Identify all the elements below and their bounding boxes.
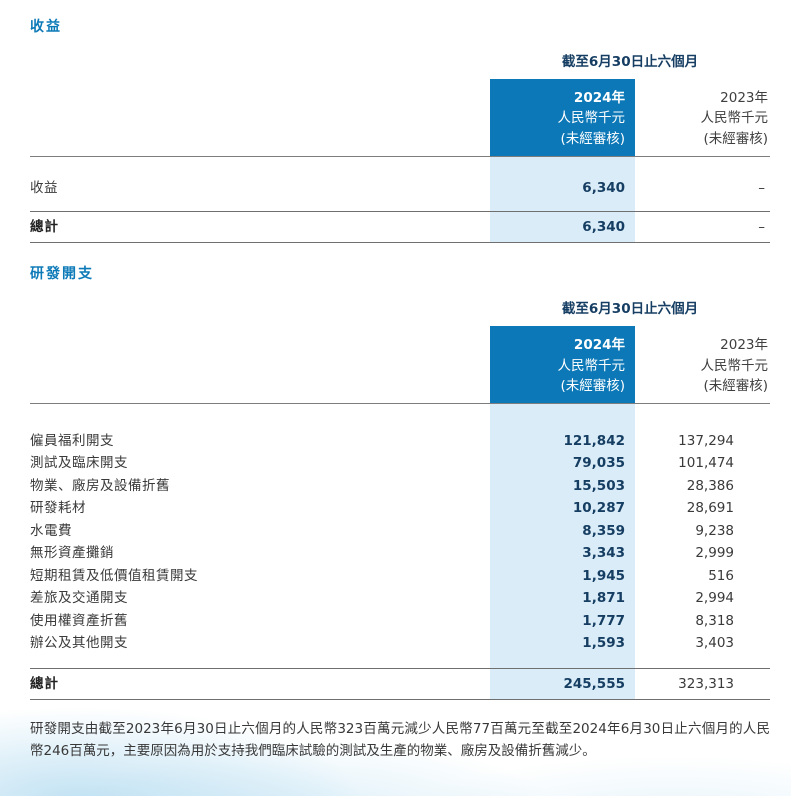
footnote-paragraph: 研發開支由截至2023年6月30日止六個月的人民幣323百萬元減少人民幣77百萬…: [30, 721, 770, 760]
period-header: 截至6月30日止六個月: [561, 54, 699, 70]
value-2023-cell: –: [758, 180, 765, 197]
row-label: 研發耗材: [30, 500, 86, 516]
spacer: [490, 155, 635, 177]
spacer: [635, 403, 770, 429]
value-2023-cell: 28,691: [686, 500, 734, 516]
section-title-revenue: 收益: [30, 19, 62, 35]
value-2024-cell: 79,035: [490, 451, 635, 474]
row-label: 短期租賃及低價值租賃開支: [30, 567, 198, 584]
value-2023-cell: 101,474: [678, 455, 734, 471]
total-value-2023: 323,313: [635, 668, 770, 700]
value-2024-cell: 3,343: [490, 541, 635, 564]
total-label: 總計: [30, 211, 490, 244]
value-2024-cell: 121,842: [490, 429, 635, 452]
total-value-2024: 6,340: [490, 211, 635, 244]
spacer: [30, 155, 490, 177]
spacer: [490, 403, 635, 429]
value-2024-cell: 1,777: [490, 609, 635, 632]
rnd-table: 2024年 人民幣千元 (未經審核) 2023年 人民幣千元 (未經審核) 僱員…: [30, 326, 770, 700]
value-2023-cell: 2,999: [695, 545, 734, 561]
col-2024-header: 2024年 人民幣千元 (未經審核): [490, 79, 635, 156]
row-label: 測試及臨床開支: [30, 455, 128, 471]
spacer: [30, 403, 490, 429]
header-year-2024: 2024年: [573, 337, 625, 354]
row-label: 物業、廠房及設備折舊: [30, 477, 170, 494]
value-2024-cell: 1,945: [490, 564, 635, 587]
spacer: [30, 199, 490, 211]
header-currency-2024: 人民幣千元: [557, 110, 626, 127]
row-label: 僱員福利開支: [30, 432, 114, 449]
value-2023-cell: 137,294: [678, 432, 734, 449]
period-header-row: 截至6月30日止六個月: [30, 50, 770, 70]
period-header: 截至6月30日止六個月: [561, 301, 699, 318]
value-2023-cell: 3,403: [695, 635, 734, 651]
total-value-2023: –: [635, 211, 770, 244]
value-2023-cell: 28,386: [686, 477, 734, 494]
header-audit-2023: (未經審核): [703, 377, 768, 394]
header-currency-2024: 人民幣千元: [557, 357, 626, 374]
spacer: [490, 654, 635, 668]
header-audit-2024: (未經審核): [560, 377, 625, 394]
header-year-2023: 2023年: [720, 90, 768, 106]
spacer: [30, 654, 490, 668]
spacer: [635, 199, 770, 211]
header-currency-2023: 人民幣千元: [700, 110, 769, 127]
header-currency-2023: 人民幣千元: [700, 357, 769, 374]
header-empty-cell: [30, 326, 490, 403]
row-label: 收益: [30, 180, 58, 197]
value-2023-cell: 8,318: [695, 612, 734, 629]
value-2023-cell: 516: [708, 567, 734, 584]
value-2024-cell: 8,359: [490, 519, 635, 542]
col-2023-header: 2023年 人民幣千元 (未經審核): [635, 79, 770, 156]
section-title-rnd: 研發開支: [30, 266, 94, 283]
row-label: 差旅及交通開支: [30, 590, 128, 606]
value-2023-cell: 9,238: [695, 522, 734, 539]
value-2024-cell: 1,593: [490, 631, 635, 654]
row-label: 水電費: [30, 522, 72, 539]
spacer: [490, 199, 635, 212]
value-2024-cell: 1,871: [490, 586, 635, 609]
section-rnd-expenses: 研發開支 截至6月30日止六個月 2024年 人民幣千元 (未經審核) 2023…: [30, 263, 770, 700]
value-2024-cell: 6,340: [490, 176, 635, 200]
value-2024-cell: 10,287: [490, 496, 635, 519]
header-year-2024: 2024年: [573, 90, 625, 106]
header-audit-2024: (未經審核): [560, 130, 625, 147]
page-content: 收益 截至6月30日止六個月 2024年 人民幣千元 (未經審核) 2023年 …: [30, 16, 770, 760]
spacer: [635, 654, 770, 668]
value-2023-cell: 2,994: [695, 590, 734, 606]
section-revenue: 收益 截至6月30日止六個月 2024年 人民幣千元 (未經審核) 2023年 …: [30, 16, 770, 244]
col-2024-header: 2024年 人民幣千元 (未經審核): [490, 326, 635, 403]
row-label: 無形資產攤銷: [30, 545, 114, 561]
col-2023-header: 2023年 人民幣千元 (未經審核): [635, 326, 770, 403]
total-label: 總計: [30, 668, 490, 700]
spacer: [635, 155, 770, 177]
header-empty-cell: [30, 79, 490, 156]
row-label: 辦公及其他開支: [30, 635, 128, 651]
revenue-table: 2024年 人民幣千元 (未經審核) 2023年 人民幣千元 (未經審核) 收益…: [30, 79, 770, 244]
period-header-row: 截至6月30日止六個月: [30, 297, 770, 317]
value-2024-cell: 15,503: [490, 474, 635, 497]
header-audit-2023: (未經審核): [703, 130, 768, 147]
header-year-2023: 2023年: [720, 337, 768, 354]
row-label: 使用權資產折舊: [30, 612, 128, 629]
total-value-2024: 245,555: [490, 668, 635, 700]
